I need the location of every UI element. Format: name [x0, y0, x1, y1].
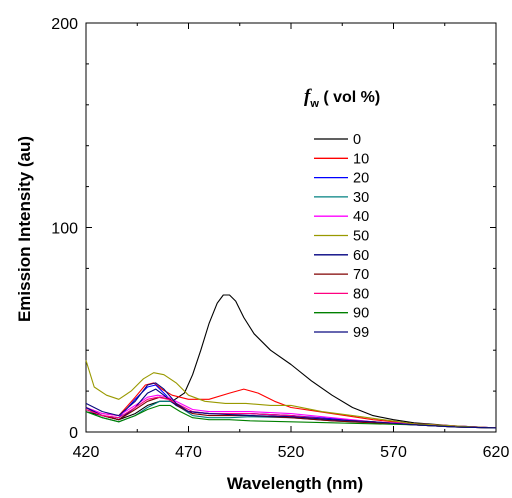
y-axis-title: Emission Intensity (au): [15, 136, 34, 322]
legend-items: 0 10 20 30 40 50 60 70 80 90 99: [314, 132, 369, 341]
x-tick-label: 520: [278, 444, 305, 461]
legend-label-0: 0: [353, 132, 361, 148]
legend-title-subscript: w: [309, 98, 319, 110]
series-lines: [85, 294, 497, 429]
series-line-70: [85, 396, 497, 429]
series-line-0: [85, 294, 497, 429]
x-tick-label: 420: [73, 444, 100, 461]
plot-border: [85, 22, 497, 433]
legend-label-60: 60: [353, 248, 369, 264]
legend-label-20: 20: [353, 171, 369, 187]
series-line-90: [85, 404, 497, 429]
x-axis-title: Wavelength (nm): [227, 474, 363, 493]
legend-label-50: 50: [353, 229, 369, 245]
legend: fw ( vol %) 0 10 20 30 40 50 60 70 80 90 99: [304, 86, 380, 341]
axis-ticks: [85, 22, 497, 433]
x-tick-label: 470: [175, 444, 202, 461]
legend-label-10: 10: [353, 151, 369, 167]
y-tick-label: 100: [51, 221, 78, 238]
legend-label-70: 70: [353, 267, 369, 283]
x-tick-label: 570: [380, 444, 407, 461]
plot-frame: [85, 22, 497, 433]
legend-label-99: 99: [353, 325, 369, 341]
y-tick-label: 0: [69, 425, 78, 442]
legend-label-90: 90: [353, 306, 369, 322]
legend-title: fw ( vol %): [304, 86, 380, 110]
legend-title-rest: ( vol %): [319, 89, 380, 106]
series-line-10: [85, 382, 497, 429]
series-line-40: [85, 394, 497, 429]
x-tick-label: 620: [483, 444, 510, 461]
series-line-50: [85, 360, 497, 429]
legend-title-f: f: [304, 86, 312, 107]
legend-label-40: 40: [353, 209, 369, 225]
y-tick-label: 200: [51, 16, 78, 33]
legend-label-80: 80: [353, 286, 369, 302]
legend-label-30: 30: [353, 190, 369, 206]
series-line-99: [85, 382, 497, 429]
